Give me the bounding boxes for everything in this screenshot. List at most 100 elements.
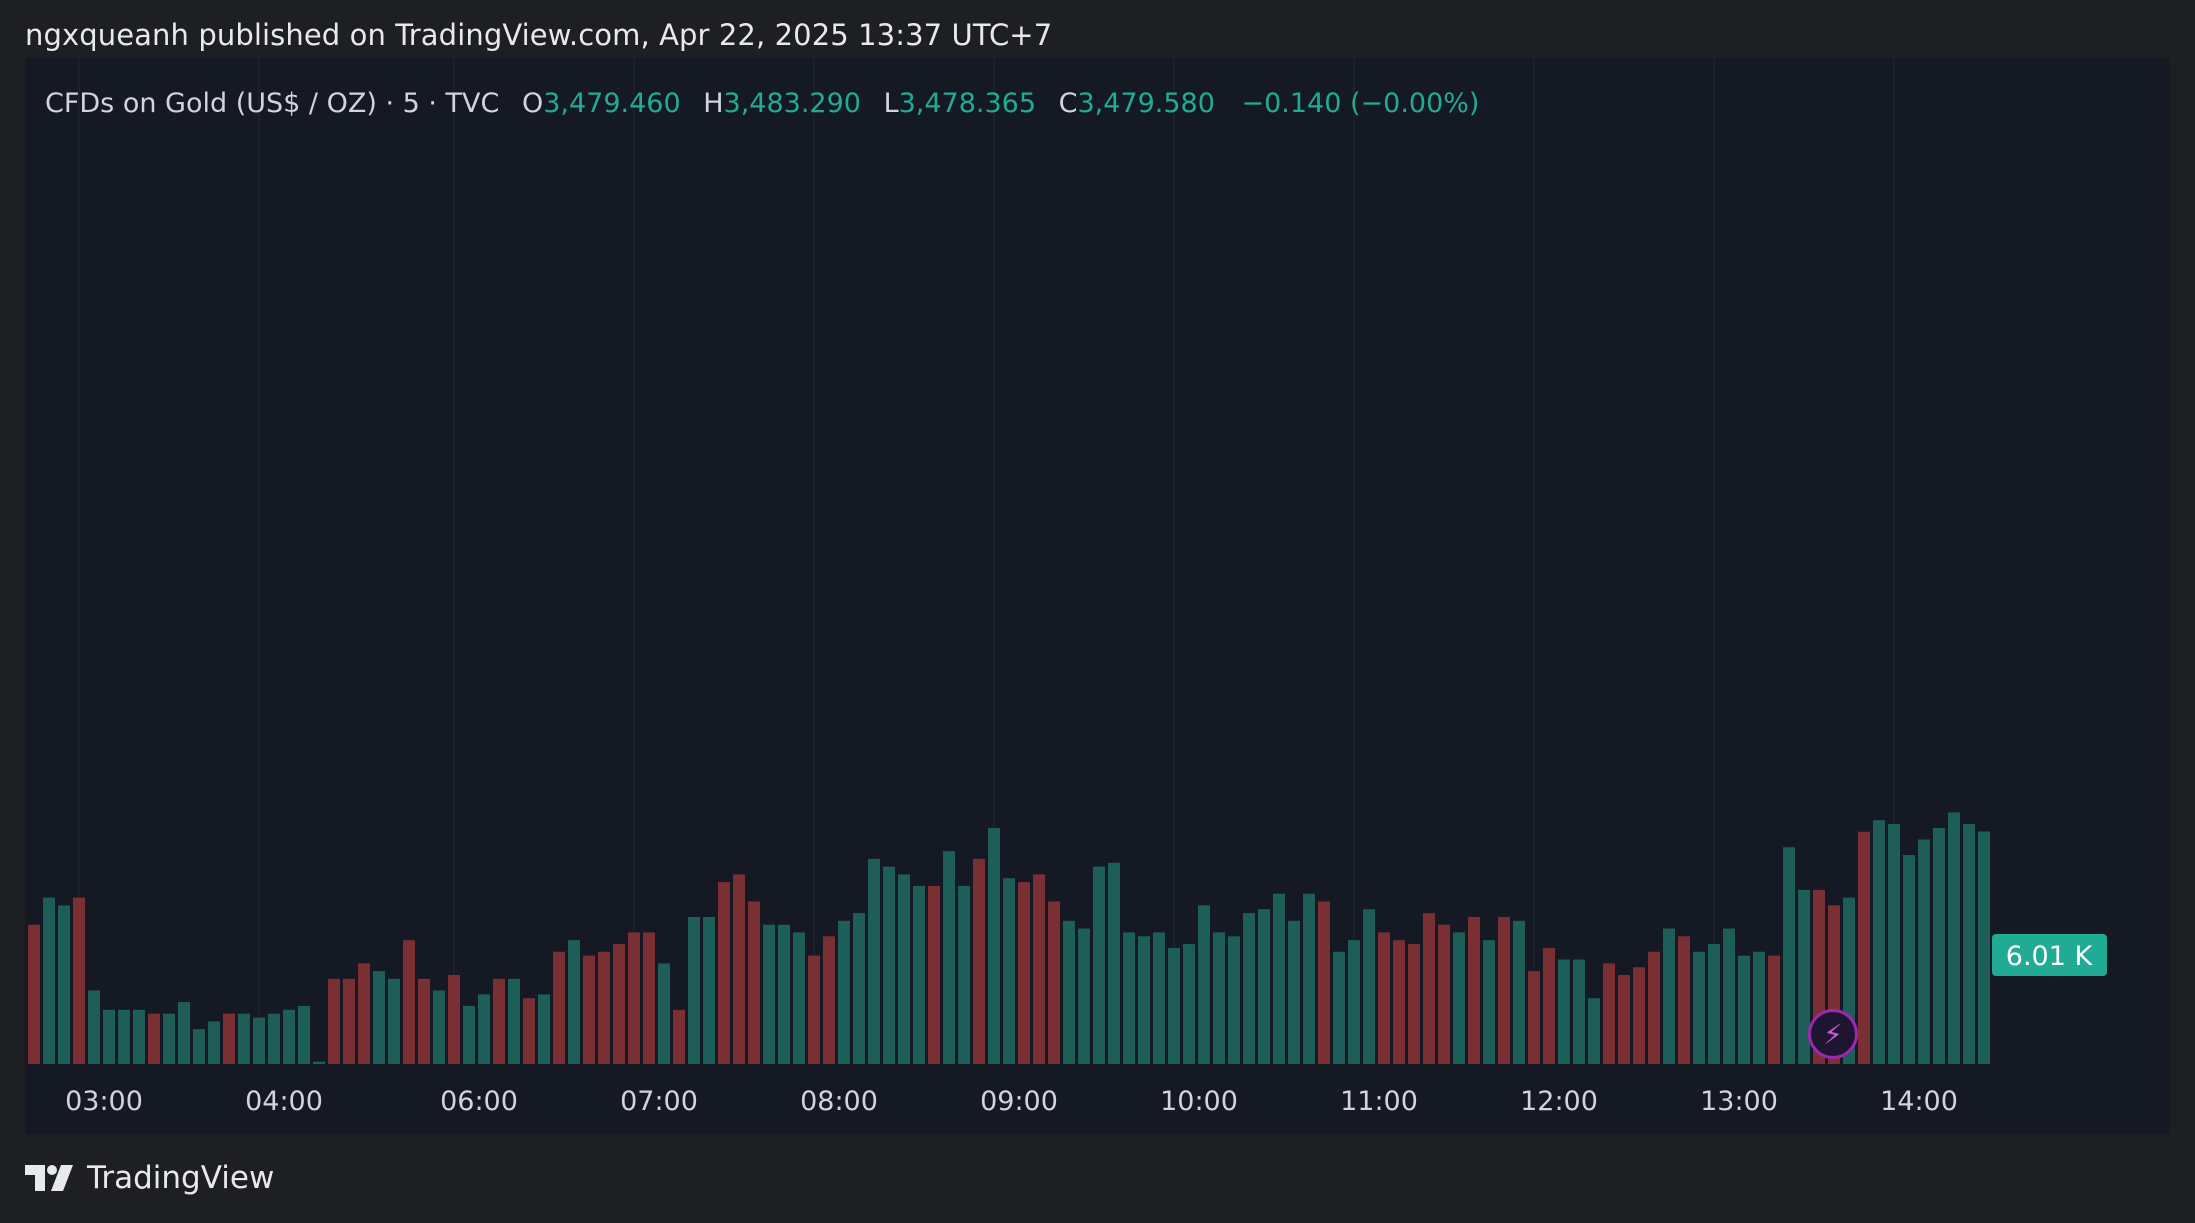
volume-bar xyxy=(343,978,355,1064)
volume-bar xyxy=(1168,947,1180,1064)
high-value: 3,483.290 xyxy=(723,88,861,119)
volume-bar xyxy=(1858,831,1870,1064)
volume-bar xyxy=(1408,944,1420,1064)
low-value: 3,478.365 xyxy=(898,88,1037,119)
volume-bar xyxy=(1903,855,1915,1064)
footer-brand[interactable]: TradingView xyxy=(25,1160,274,1196)
high-key: H xyxy=(703,88,724,119)
symbol-title[interactable]: CFDs on Gold (US$ / OZ) · 5 · TVC xyxy=(45,88,500,119)
volume-bar xyxy=(718,882,730,1064)
x-tick-label: 10:00 xyxy=(1160,1086,1238,1117)
volume-bar xyxy=(1528,971,1540,1064)
volume-bar xyxy=(1213,932,1225,1064)
volume-bar xyxy=(1018,882,1030,1064)
volume-bar xyxy=(1288,920,1300,1064)
volume-bar xyxy=(1738,955,1750,1064)
volume-bar xyxy=(298,1005,310,1064)
volume-bar xyxy=(1393,940,1405,1064)
volume-bar xyxy=(1003,878,1015,1064)
volume-bar xyxy=(1573,959,1585,1064)
low-key: L xyxy=(883,88,899,119)
brand-name: TradingView xyxy=(87,1160,275,1196)
volume-bar xyxy=(1873,820,1885,1064)
volume-bar xyxy=(1798,889,1810,1064)
volume-bar xyxy=(808,955,820,1064)
close-value: 3,479.580 xyxy=(1077,88,1215,119)
volume-bar xyxy=(1948,812,1960,1064)
volume-bar xyxy=(1618,974,1630,1064)
volume-bar xyxy=(1513,920,1525,1064)
volume-bar xyxy=(553,951,565,1064)
volume-bar xyxy=(238,1013,250,1064)
x-tick-label: 12:00 xyxy=(1520,1086,1598,1117)
volume-bar xyxy=(73,897,85,1064)
volume-bar xyxy=(1558,959,1570,1064)
close-key: C xyxy=(1058,88,1078,119)
lightning-icon[interactable]: ⚡ xyxy=(1808,1009,1858,1059)
volume-bar xyxy=(1378,932,1390,1064)
volume-bar xyxy=(1153,932,1165,1064)
volume-bar xyxy=(1663,928,1675,1064)
volume-bar xyxy=(928,885,940,1064)
volume-bar xyxy=(1198,905,1210,1064)
volume-bar xyxy=(628,932,640,1064)
volume-bar xyxy=(1348,940,1360,1064)
x-tick-label: 11:00 xyxy=(1340,1086,1418,1117)
volume-bar xyxy=(1138,936,1150,1064)
volume-bar xyxy=(1423,913,1435,1064)
volume-bar xyxy=(373,971,385,1064)
volume-bar xyxy=(418,978,430,1064)
volume-tag-value: 6.01 K xyxy=(2006,941,2094,972)
volume-bar xyxy=(118,1009,130,1064)
change-value: −0.140 (−0.00%) xyxy=(1241,88,1480,119)
volume-bar xyxy=(1918,839,1930,1064)
volume-bar xyxy=(748,901,760,1064)
volume-bar xyxy=(1498,916,1510,1064)
volume-bar xyxy=(1483,940,1495,1064)
volume-bar xyxy=(1468,916,1480,1064)
volume-bar xyxy=(853,913,865,1064)
volume-bar xyxy=(1543,947,1555,1064)
volume-bar xyxy=(1888,824,1900,1064)
volume-bar xyxy=(328,978,340,1064)
volume-bar xyxy=(388,978,400,1064)
volume-bar xyxy=(883,866,895,1064)
volume-bar xyxy=(463,1005,475,1064)
tradingview-logo-icon xyxy=(25,1165,75,1191)
volume-bar xyxy=(1783,847,1795,1064)
volume-bar xyxy=(1723,928,1735,1064)
volume-bar xyxy=(1708,944,1720,1064)
volume-bar xyxy=(1108,862,1120,1064)
volume-bar xyxy=(763,924,775,1064)
volume-bar xyxy=(913,885,925,1064)
volume-bar xyxy=(1048,901,1060,1064)
volume-bar xyxy=(823,936,835,1064)
volume-bar xyxy=(43,897,55,1064)
volume-bar xyxy=(868,858,880,1064)
volume-bar xyxy=(1603,963,1615,1064)
volume-bar xyxy=(1438,924,1450,1064)
symbol-legend: CFDs on Gold (US$ / OZ) · 5 · TVC O3,479… xyxy=(45,88,1479,119)
volume-bar xyxy=(538,994,550,1064)
volume-bar xyxy=(148,1013,160,1064)
volume-bar xyxy=(1318,901,1330,1064)
volume-bar xyxy=(223,1013,235,1064)
volume-bar xyxy=(448,974,460,1064)
volume-bar xyxy=(1933,827,1945,1064)
volume-bar xyxy=(613,944,625,1064)
volume-bar xyxy=(1303,893,1315,1064)
volume-bar xyxy=(1123,932,1135,1064)
volume-bar xyxy=(598,951,610,1064)
volume-bar xyxy=(1183,944,1195,1064)
volume-bar xyxy=(208,1021,220,1064)
volume-bar xyxy=(1273,893,1285,1064)
volume-bar xyxy=(733,874,745,1064)
x-tick-label: 03:00 xyxy=(65,1086,143,1117)
volume-bar xyxy=(508,978,520,1064)
volume-bar xyxy=(1228,936,1240,1064)
volume-bar xyxy=(88,990,100,1064)
volume-bar xyxy=(1078,928,1090,1064)
x-tick-label: 07:00 xyxy=(620,1086,698,1117)
volume-bar xyxy=(958,885,970,1064)
